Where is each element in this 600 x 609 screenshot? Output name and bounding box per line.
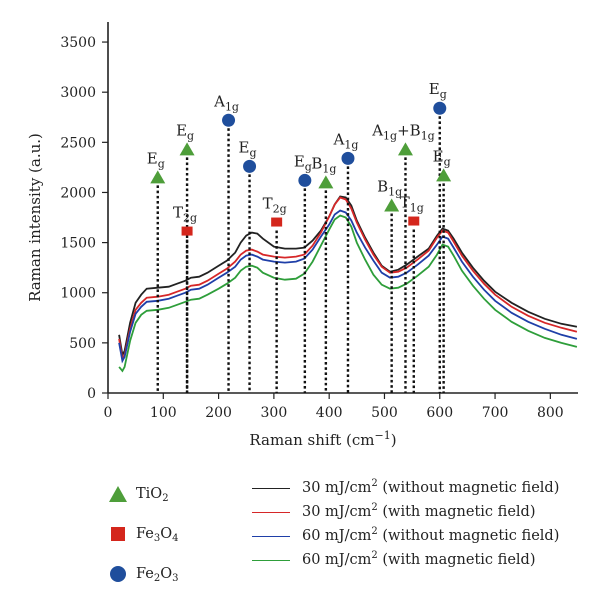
tio2-triangle-marker <box>150 170 166 184</box>
series-legend: 30 mJ/cm2 (without magnetic field) 30 mJ… <box>250 476 590 572</box>
series-lines-group <box>118 195 578 373</box>
legend-line-swatch <box>252 512 290 513</box>
peak-label: Eg <box>429 80 447 101</box>
fe3o4-square-marker <box>408 216 420 226</box>
peak-label: T2g <box>263 195 287 216</box>
legend-item-series-2: 30 mJ/cm2 (with magnetic field) <box>250 500 590 524</box>
peak-label: Eg <box>147 149 165 170</box>
fe2o3-circle-marker <box>298 173 312 187</box>
legend-item-series-1: 30 mJ/cm2 (without magnetic field) <box>250 476 590 500</box>
tio2-triangle-marker <box>179 142 195 156</box>
x-tick-label: 200 <box>205 405 232 421</box>
y-tick-label: 500 <box>69 336 96 352</box>
y-tick-label: 1000 <box>60 286 96 302</box>
legend-label-series-3: 60 mJ/cm2 (without magnetic field) <box>302 526 560 545</box>
x-tick-label: 500 <box>371 405 398 421</box>
circle-marker-icon <box>110 566 126 582</box>
y-tick-label: 2500 <box>60 135 96 151</box>
fe2o3-circle-marker <box>433 101 447 115</box>
fe3o4-square-marker <box>181 226 193 236</box>
fe2o3-circle-marker <box>341 151 355 165</box>
peak-label: A1g <box>333 130 359 151</box>
axes-group: 0 500 1000 1500 2000 2500 3000 3500 0 100 200 300 40… <box>26 22 578 449</box>
legend-item-series-3: 60 mJ/cm2 (without magnetic field) <box>250 524 590 548</box>
y-tick-label: 3000 <box>60 85 96 101</box>
fe2o3-circle-marker <box>243 159 257 173</box>
peak-droplines-group <box>156 116 445 393</box>
peak-label: Eg <box>239 138 257 159</box>
y-axis-title: Raman intensity (a.u.) <box>26 133 44 302</box>
legend-label-tio2: TiO2 <box>136 486 169 504</box>
legend-line-swatch <box>252 536 290 537</box>
legend-item-series-4: 60 mJ/cm2 (with magnetic field) <box>250 548 590 572</box>
x-tick-label: 600 <box>426 405 453 421</box>
fe2o3-circle-marker <box>222 113 236 127</box>
tio2-triangle-marker <box>384 198 400 212</box>
legend-label-series-1: 30 mJ/cm2 (without magnetic field) <box>302 478 560 497</box>
peak-label: A1g <box>213 92 239 113</box>
x-tick-label: 300 <box>261 405 288 421</box>
y-tick-label: 0 <box>87 386 96 402</box>
tio2-triangle-marker <box>436 168 452 182</box>
legend-label-fe3o4: Fe3O4 <box>136 526 179 544</box>
legend-item-fe2o3: Fe2O3 <box>60 554 230 594</box>
peak-label: T2g <box>173 204 197 225</box>
legend-line-swatch <box>252 488 290 489</box>
legend-item-fe3o4: Fe3O4 <box>60 514 230 554</box>
fe3o4-square-marker <box>271 217 283 227</box>
square-marker-icon <box>111 527 125 541</box>
legend-label-series-2: 30 mJ/cm2 (with magnetic field) <box>302 502 536 521</box>
x-tick-label: 100 <box>150 405 177 421</box>
legend-label-fe2o3: Fe2O3 <box>136 566 179 584</box>
peak-label: T1g <box>400 194 424 215</box>
y-tick-label: 1500 <box>60 236 96 252</box>
legend-label-series-4: 60 mJ/cm2 (with magnetic field) <box>302 550 536 569</box>
tio2-triangle-marker <box>397 142 413 156</box>
legend-item-tio2: TiO2 <box>60 474 230 514</box>
peak-label: Eg <box>176 121 194 142</box>
series-line-4 <box>118 214 578 373</box>
y-tick-label: 3500 <box>60 35 96 51</box>
y-tick-label: 2000 <box>60 185 96 201</box>
peak-markers-group <box>150 101 452 236</box>
peak-label: B1g <box>311 154 336 175</box>
series-line-2 <box>118 196 578 362</box>
x-tick-label: 800 <box>537 405 564 421</box>
triangle-marker-icon <box>109 486 127 502</box>
x-tick-label: 400 <box>316 405 343 421</box>
raman-chart: 0 500 1000 1500 2000 2500 3000 3500 0 100 200 300 40… <box>26 22 578 449</box>
phase-legend: TiO2 Fe3O4 Fe2O3 <box>60 474 230 594</box>
series-line-1 <box>118 195 578 358</box>
peak-label: Eg <box>294 152 312 173</box>
legend-line-swatch <box>252 560 290 561</box>
peak-label: A1g+B1g <box>371 121 435 142</box>
x-tick-label: 0 <box>104 405 113 421</box>
x-axis-title: Raman shift (cm−1) <box>249 429 396 449</box>
peak-label: B1g <box>377 177 402 198</box>
series-line-3 <box>118 209 578 364</box>
peak-label: Eg <box>433 147 451 168</box>
tio2-triangle-marker <box>318 175 334 189</box>
x-tick-label: 700 <box>482 405 509 421</box>
